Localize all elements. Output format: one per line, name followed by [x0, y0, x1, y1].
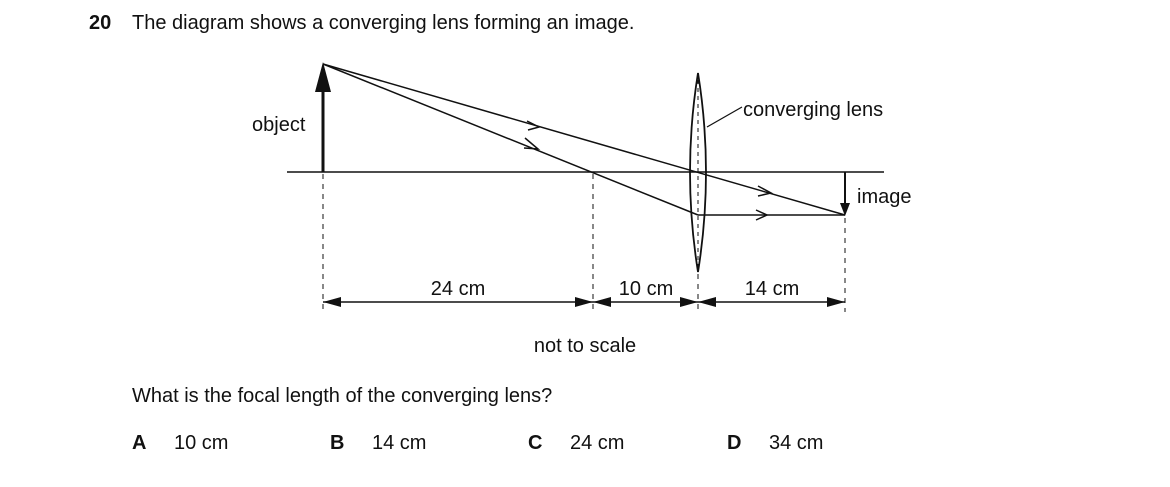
option-letter: D: [727, 432, 742, 454]
object-arrowhead: [315, 62, 331, 92]
option-text: 34 cm: [769, 432, 824, 454]
object-label: object: [252, 114, 306, 136]
ray-arrowhead: [757, 185, 774, 197]
image-arrowhead: [840, 203, 850, 216]
scale-note: not to scale: [534, 335, 636, 357]
option-d[interactable]: D 34 cm: [727, 432, 823, 455]
option-letter: A: [132, 432, 147, 454]
ray-through-focus: [322, 63, 699, 216]
dimension-arrowhead: [680, 297, 698, 307]
converging-lens: [689, 72, 707, 273]
option-letter: B: [330, 432, 345, 454]
option-text: 14 cm: [372, 432, 427, 454]
ray-arrowhead: [523, 137, 541, 150]
dimension-arrowhead: [698, 297, 716, 307]
distance-label-lens-image: 14 cm: [745, 278, 799, 300]
image-label: image: [857, 186, 911, 208]
ray-through-centre: [322, 63, 846, 216]
option-text: 10 cm: [174, 432, 229, 454]
dimension-arrowhead: [827, 297, 845, 307]
lens-label-leader: [706, 106, 743, 128]
dimension-arrowhead: [575, 297, 593, 307]
ray-arrowhead: [755, 209, 769, 221]
dimension-arrowhead: [593, 297, 611, 307]
lens-label: converging lens: [743, 99, 883, 121]
option-c[interactable]: C 24 cm: [528, 432, 624, 455]
dimension-arrowhead: [323, 297, 341, 307]
ray-arrowhead: [526, 120, 542, 131]
option-text: 24 cm: [570, 432, 625, 454]
option-b[interactable]: B 14 cm: [330, 432, 426, 455]
distance-label-focus-lens: 10 cm: [619, 278, 673, 300]
question-stem: The diagram shows a converging lens form…: [132, 12, 635, 34]
option-a[interactable]: A 10 cm: [132, 432, 228, 455]
question-number: 20: [89, 12, 112, 34]
distance-label-object-focus: 24 cm: [431, 278, 485, 300]
option-letter: C: [528, 432, 543, 454]
question-prompt: What is the focal length of the convergi…: [132, 385, 553, 407]
